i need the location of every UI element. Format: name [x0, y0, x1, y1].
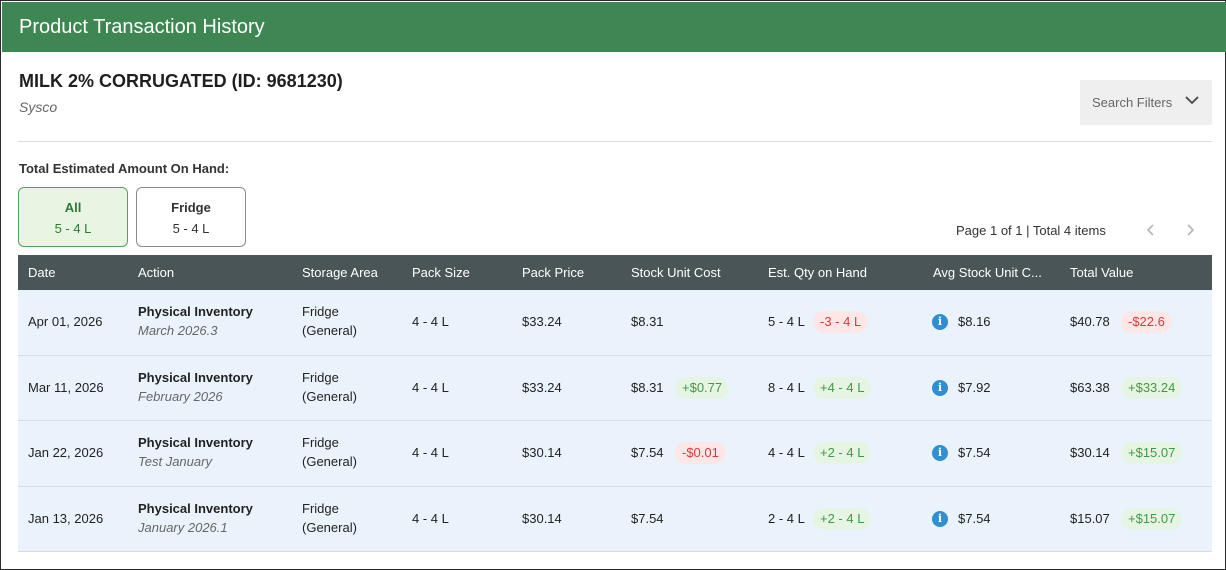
cell-date: Jan 13, 2026	[28, 510, 104, 526]
storage-chip-all[interactable]: All 5 - 4 L	[18, 187, 128, 247]
cell-stock-unit-cost: $8.31	[631, 379, 664, 395]
total-delta-badge: +$33.24	[1121, 376, 1183, 399]
cell-storage-area-sub: (General)	[302, 454, 357, 469]
table-header: Date Action Storage Area Pack Size Pack …	[18, 255, 1212, 290]
cell-avg-cost: $7.54	[958, 445, 991, 460]
cell-storage-area: Fridge	[302, 369, 339, 385]
total-delta-badge: +$15.07	[1121, 442, 1183, 464]
cell-total-value: $15.07	[1070, 510, 1110, 526]
unit-cost-delta-badge: -$0.01	[675, 442, 726, 464]
total-delta-badge: +$15.07	[1121, 507, 1183, 530]
cell-total-value: $30.14	[1070, 445, 1110, 460]
table-row[interactable]: Jan 13, 2026 Physical Inventory January …	[18, 486, 1212, 552]
cell-pack-price: $33.24	[522, 314, 562, 329]
chevron-left-icon[interactable]	[1143, 222, 1159, 238]
cell-action-sub: Test January	[138, 454, 212, 469]
cell-est-qty: 5 - 4 L	[768, 314, 805, 329]
search-filters-label: Search Filters	[1092, 95, 1173, 110]
cell-storage-area-sub: (General)	[302, 519, 357, 535]
info-icon[interactable]: i	[932, 379, 948, 396]
total-delta-badge: -$22.6	[1121, 311, 1172, 333]
cell-avg-cost: $8.16	[958, 314, 991, 329]
cell-date: Jan 22, 2026	[28, 445, 104, 460]
search-filters-button[interactable]: Search Filters	[1080, 80, 1212, 125]
cell-action: Physical Inventory	[138, 435, 253, 450]
chip-name: Fridge	[171, 200, 211, 215]
column-header-date[interactable]: Date	[28, 265, 56, 280]
qty-delta-badge: +2 - 4 L	[813, 507, 872, 530]
cell-stock-unit-cost: $7.54	[631, 445, 664, 460]
page-title: Product Transaction History	[19, 16, 265, 38]
pagination-info: Page 1 of 1 | Total 4 items	[956, 223, 1106, 238]
chip-qty: 5 - 4 L	[172, 221, 210, 236]
on-hand-label: Total Estimated Amount On Hand:	[19, 161, 230, 176]
table-row[interactable]: Apr 01, 2026 Physical Inventory March 20…	[18, 290, 1212, 356]
cell-total-value: $40.78	[1070, 314, 1110, 329]
cell-storage-area: Fridge	[302, 304, 339, 319]
column-header-avg-cost[interactable]: Avg Stock Unit C...	[933, 265, 1042, 280]
cell-avg-cost: $7.54	[958, 510, 991, 526]
cell-stock-unit-cost: $7.54	[631, 510, 664, 526]
unit-cost-delta-badge: +$0.77	[675, 376, 730, 399]
product-vendor: Sysco	[19, 99, 58, 115]
cell-storage-area-sub: (General)	[302, 388, 357, 404]
cell-pack-size: 4 - 4 L	[412, 379, 449, 395]
table-row[interactable]: Mar 11, 2026 Physical Inventory February…	[18, 355, 1212, 421]
chip-qty: 5 - 4 L	[54, 221, 92, 236]
cell-pack-size: 4 - 4 L	[412, 445, 449, 460]
cell-pack-price: $33.24	[522, 379, 562, 395]
cell-pack-size: 4 - 4 L	[412, 314, 449, 329]
column-header-pack-price[interactable]: Pack Price	[522, 265, 585, 280]
title-bar: Product Transaction History	[2, 2, 1226, 52]
info-icon[interactable]: i	[932, 510, 948, 527]
transaction-table: Date Action Storage Area Pack Size Pack …	[18, 255, 1212, 552]
qty-delta-badge: -3 - 4 L	[813, 311, 869, 333]
info-icon[interactable]: i	[932, 445, 948, 461]
cell-action: Physical Inventory	[138, 500, 253, 516]
cell-total-value: $63.38	[1070, 379, 1110, 395]
cell-action-sub: February 2026	[138, 388, 223, 404]
chevron-down-icon	[1185, 96, 1199, 105]
cell-action-sub: March 2026.3	[138, 323, 218, 338]
cell-pack-price: $30.14	[522, 445, 562, 460]
column-header-total-value[interactable]: Total Value	[1070, 265, 1134, 280]
cell-est-qty: 8 - 4 L	[768, 379, 805, 395]
storage-chip-fridge[interactable]: Fridge 5 - 4 L	[136, 187, 246, 247]
cell-action: Physical Inventory	[138, 369, 253, 385]
column-header-est-qty[interactable]: Est. Qty on Hand	[768, 265, 867, 280]
column-header-action[interactable]: Action	[138, 265, 175, 280]
qty-delta-badge: +2 - 4 L	[813, 442, 872, 464]
cell-action-sub: January 2026.1	[138, 519, 228, 535]
cell-pack-size: 4 - 4 L	[412, 510, 449, 526]
product-name: MILK 2% CORRUGATED (ID: 9681230)	[19, 71, 343, 91]
chevron-right-icon[interactable]	[1182, 222, 1198, 238]
qty-delta-badge: +4 - 4 L	[813, 376, 872, 399]
cell-date: Mar 11, 2026	[28, 379, 104, 395]
column-header-storage-area[interactable]: Storage Area	[302, 265, 378, 280]
cell-date: Apr 01, 2026	[28, 314, 103, 329]
cell-storage-area: Fridge	[302, 500, 339, 516]
cell-action: Physical Inventory	[138, 304, 253, 319]
table-row[interactable]: Jan 22, 2026 Physical Inventory Test Jan…	[18, 421, 1212, 487]
chip-name: All	[64, 200, 82, 215]
cell-avg-cost: $7.92	[958, 379, 991, 395]
cell-storage-area: Fridge	[302, 435, 339, 450]
cell-est-qty: 4 - 4 L	[768, 445, 805, 460]
column-header-stock-unit-cost[interactable]: Stock Unit Cost	[631, 265, 721, 280]
cell-pack-price: $30.14	[522, 510, 562, 526]
cell-est-qty: 2 - 4 L	[768, 510, 805, 526]
divider	[18, 141, 1212, 142]
cell-storage-area-sub: (General)	[302, 323, 357, 338]
info-icon[interactable]: i	[932, 314, 948, 330]
cell-stock-unit-cost: $8.31	[631, 314, 664, 329]
column-header-pack-size[interactable]: Pack Size	[412, 265, 470, 280]
